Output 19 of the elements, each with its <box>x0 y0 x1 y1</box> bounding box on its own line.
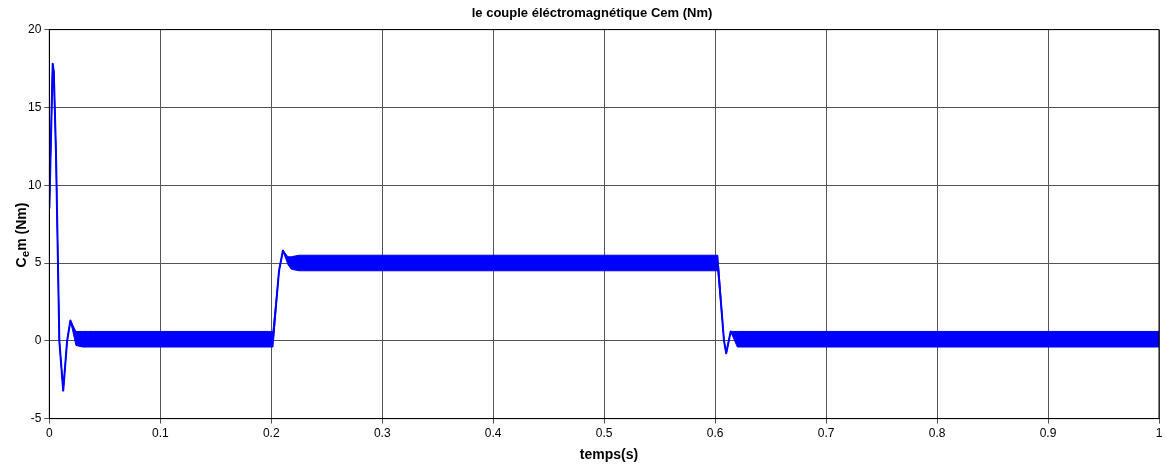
x-tick-label: 0.3 <box>373 426 391 441</box>
y-tick-label: 5 <box>34 255 42 270</box>
x-tick-label: 0.9 <box>1039 426 1057 441</box>
chart-title: le couple éléctromagnétique Cem (Nm) <box>471 5 713 21</box>
x-tick-label: 0.2 <box>262 426 280 441</box>
y-tick-label: 20 <box>27 21 42 36</box>
x-tick-label: 0.1 <box>151 426 169 441</box>
x-tick-label: 0.7 <box>817 426 835 441</box>
y-tick-label: 0 <box>34 333 42 348</box>
y-tick-label: 10 <box>27 177 42 192</box>
x-tick-label: 1 <box>1155 426 1163 441</box>
x-tick-label: 0.4 <box>484 426 502 441</box>
y-tick-label: -5 <box>30 410 42 425</box>
x-axis-title: temps(s) <box>579 446 639 462</box>
x-tick-label: 0.8 <box>928 426 946 441</box>
x-tick-label: 0 <box>46 426 53 441</box>
x-tick-label: 0.6 <box>706 426 724 441</box>
y-tick-label: 15 <box>27 99 42 114</box>
x-tick-label: 0.5 <box>595 426 613 441</box>
